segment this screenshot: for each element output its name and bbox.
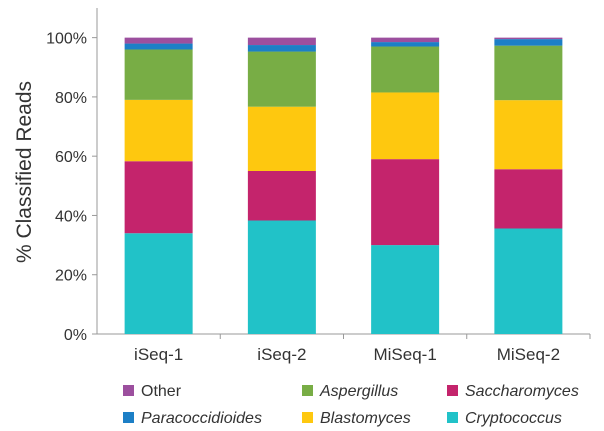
bar-segment-blastomyces-miseq-1 (371, 92, 440, 160)
legend-swatch-blastomyces (302, 412, 313, 423)
bar-segment-aspergillus-miseq-2 (494, 45, 563, 101)
bar-segment-blastomyces-iseq-2 (247, 106, 316, 171)
legend: Other Aspergillus Saccharomyces Paracoccidi… (123, 383, 579, 427)
y-axis-label: % Classified Reads (13, 81, 36, 263)
bar-segment-aspergillus-iseq-1 (124, 49, 193, 100)
bar-segment-saccharomyces-miseq-1 (371, 159, 440, 246)
bar-segment-blastomyces-miseq-2 (494, 100, 563, 170)
bar-segment-cryptococcus-iseq-1 (124, 233, 193, 334)
x-tick-label: iSeq-1 (134, 345, 183, 364)
bar-segment-paracoccidioides-miseq-1 (371, 42, 440, 47)
legend-label-blastomyces: Blastomyces (320, 410, 411, 427)
bars (124, 37, 563, 334)
bar-segment-blastomyces-iseq-1 (124, 99, 193, 162)
bar-segment-cryptococcus-miseq-1 (371, 245, 440, 334)
bar-segment-saccharomyces-iseq-2 (247, 171, 316, 221)
bar-segment-other-miseq-1 (371, 37, 440, 43)
bar-segment-other-iseq-2 (247, 37, 316, 46)
bar-segment-other-miseq-2 (494, 37, 563, 40)
legend-label-saccharomyces: Saccharomyces (465, 383, 579, 400)
x-tick-label: MiSeq-1 (373, 345, 436, 364)
y-tick-label: 40% (55, 208, 87, 225)
y-tick-label: 0% (64, 327, 87, 344)
legend-swatch-other (123, 385, 134, 396)
legend-swatch-paracoccidioides (123, 412, 134, 423)
y-tick-label: 80% (55, 90, 87, 107)
x-tick-label: iSeq-2 (257, 345, 306, 364)
axes: 0% 20% 40% 60% 80% 100% iSeq-1 iSeq-2 MiSeq-1 MiS… (46, 8, 591, 364)
legend-label-paracoccidioides: Paracoccidioides (141, 410, 262, 427)
legend-label-aspergillus: Aspergillus (319, 383, 398, 400)
bar-segment-cryptococcus-iseq-2 (247, 220, 316, 334)
legend-swatch-saccharomyces (447, 385, 458, 396)
bar-segment-saccharomyces-iseq-1 (124, 161, 193, 234)
legend-label-other: Other (141, 383, 182, 400)
x-tick-label: MiSeq-2 (497, 345, 560, 364)
y-tick-label: 20% (55, 268, 87, 285)
bar-segment-saccharomyces-miseq-2 (494, 169, 563, 229)
y-tick-label: 60% (55, 149, 87, 166)
bar-segment-aspergillus-miseq-1 (371, 46, 440, 93)
y-tick-label: 100% (46, 31, 87, 48)
bar-segment-aspergillus-iseq-2 (247, 51, 316, 107)
bar-segment-paracoccidioides-miseq-2 (494, 39, 563, 46)
bar-segment-other-iseq-1 (124, 37, 193, 44)
bar-segment-cryptococcus-miseq-2 (494, 228, 563, 334)
legend-swatch-aspergillus (302, 385, 313, 396)
bar-segment-paracoccidioides-iseq-2 (247, 45, 316, 52)
legend-label-cryptococcus: Cryptococcus (465, 410, 562, 427)
bar-segment-paracoccidioides-iseq-1 (124, 43, 193, 50)
legend-swatch-cryptococcus (447, 412, 458, 423)
